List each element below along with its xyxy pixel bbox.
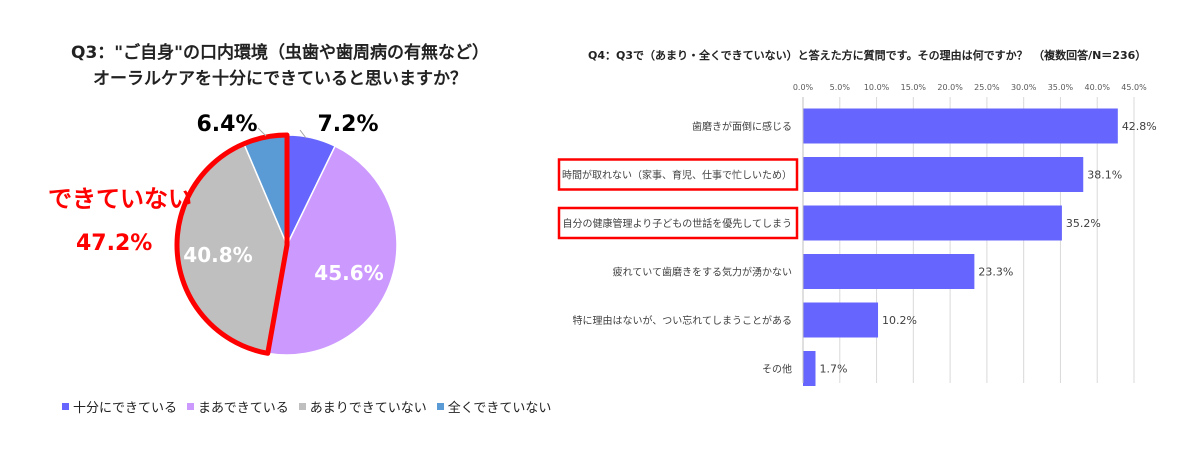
bar [803,302,879,338]
bar-data-label: 42.8% [1122,120,1157,133]
legend-item: 十分にできている [62,397,177,416]
bar-data-label: 23.3% [978,266,1013,279]
bar-category-label: 特に理由はないが、つい忘れてしまうことがある [573,314,793,327]
callout-not-done: できていない [48,185,192,213]
legend-swatch [298,403,306,410]
legend-item: まあできている [187,397,289,416]
bar-category-label: 歯磨きが面倒に感じる [692,120,792,133]
q3-title-line2: オーラルケアを十分にできていると思いますか？ [93,69,467,89]
q3-title: Q3："ご自身"の口内環境（虫歯や歯周病の有無など） オーラルケアを十分にできて… [40,40,520,92]
bar-tick-label: 35.0% [1048,83,1074,92]
legend-label: 十分にできている [73,401,178,416]
bar-category-label: 時間が取れない（家事、育児、仕事で忙しいため） [562,169,792,182]
bar-data-label: 10.2% [882,314,917,327]
bar-data-label: 38.1% [1087,169,1122,182]
legend-label: まあできている [198,401,289,416]
bar [803,205,1062,241]
callout-percent: 47.2% [76,231,152,256]
pie-data-label: 40.8% [183,243,252,267]
bar-tick-label: 15.0% [901,83,927,92]
bar-data-label: 1.7% [820,363,848,376]
legend-label: あまりできていない [309,401,427,416]
legend-item: あまりできていない [298,397,427,416]
pie-slice [266,145,398,356]
bar [803,351,816,386]
bar-category-label: 自分の健康管理より子どもの世話を優先してしまう [563,217,793,230]
bar-tick-label: 0.0% [793,83,814,92]
bar-tick-label: 25.0% [974,83,1000,92]
pie-leader-line [299,129,307,139]
pie-leader-line [257,127,267,137]
pie-chart: 7.2% 45.6% 40.8% 6.4% できていない 47.2% [48,112,398,356]
pie-data-label: 6.4% [196,112,257,137]
bar [803,108,1118,144]
bar-tick-label: 45.0% [1121,83,1147,92]
bar-tick-label: 40.0% [1085,83,1111,92]
legend-item: 全くできていない [436,397,552,416]
pie-data-label: 45.6% [314,261,383,285]
bar [803,254,975,289]
pie-data-label: 7.2% [317,112,378,137]
bar-data-label: 35.2% [1066,217,1101,230]
bar-tick-label: 5.0% [830,83,851,92]
q3-title-line1: Q3："ご自身"の口内環境（虫歯や歯周病の有無など） [71,43,489,63]
bar [803,157,1084,192]
bar-category-label: 疲れていて歯磨きをする気力が湧かない [613,266,792,279]
pie-highlight-outline [174,132,290,356]
bar-category-label: その他 [762,363,792,376]
q4-title: Q4：Q3で（あまり・全くできていない）と答えた方に質問です。その理由は何ですか… [588,49,1147,62]
legend-label: 全くできていない [447,401,552,416]
bar-tick-label: 30.0% [1011,83,1037,92]
bar-tick-label: 20.0% [937,83,963,92]
legend-swatch [187,403,195,410]
legend-swatch [436,403,444,410]
pie-legend: 十分にできている まあできている あまりできていない 全くできていない [62,397,551,416]
category-highlight-box [557,158,799,191]
legend-swatch [62,403,69,410]
category-highlight-box [557,206,799,240]
bar-tick-label: 10.0% [864,83,890,92]
